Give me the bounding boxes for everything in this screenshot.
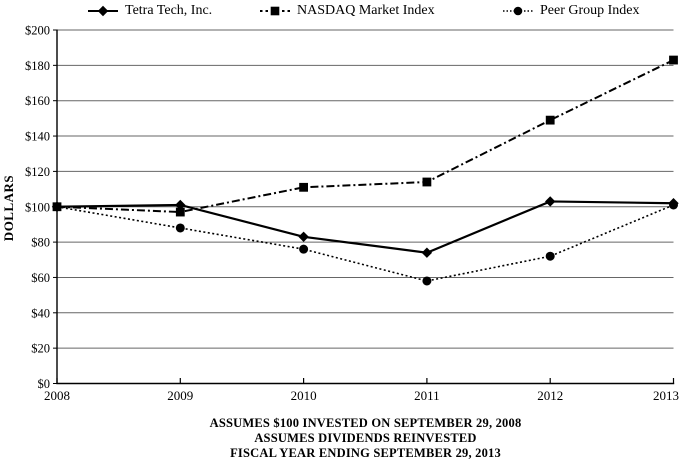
data-point-nasdaq-market-index-2010: [299, 182, 308, 192]
y-axis-title: DOLLARS: [1, 174, 16, 242]
data-point-nasdaq-market-index-2008: [52, 202, 62, 212]
data-point-tetra-tech-inc-2011: [421, 247, 433, 258]
y-tick-label-100: $100: [25, 200, 50, 214]
dash-dot-line-square-marker-icon: [260, 6, 290, 16]
data-point-nasdaq-market-index-2012: [545, 115, 555, 125]
footnote-line-1: ASSUMES $100 INVESTED ON SEPTEMBER 29, 2…: [209, 416, 522, 430]
y-tick-label-180: $180: [25, 59, 50, 73]
data-point-tetra-tech-inc-2009: [175, 199, 186, 211]
data-point-peer-group-index-2011: [422, 276, 432, 286]
y-tick-label-80: $80: [31, 236, 50, 250]
data-point-peer-group-index-2009: [175, 223, 185, 233]
data-point-nasdaq-market-index-2009: [175, 207, 185, 217]
y-tick-label-120: $120: [25, 165, 50, 179]
x-tick-label-2012: 2012: [537, 388, 563, 403]
data-point-nasdaq-market-index-2011: [422, 177, 432, 187]
chart-legend: Tetra Tech, Inc. NASDAQ Market Index Pee…: [0, 0, 681, 22]
footnote-line-2: ASSUMES DIVIDENDS REINVESTED: [254, 431, 477, 445]
y-tick-label-200: $200: [25, 24, 50, 38]
y-tick-label-20: $20: [31, 342, 50, 356]
x-tick-label-2010: 2010: [291, 388, 317, 403]
x-tick-label-2009: 2009: [167, 388, 193, 403]
data-point-tetra-tech-inc-2010: [298, 231, 309, 242]
y-tick-label-160: $160: [25, 94, 50, 108]
solid-line-diamond-marker-icon: [88, 5, 118, 17]
y-tick-label-60: $60: [31, 271, 50, 285]
footnote-line-3: FISCAL YEAR ENDING SEPTEMBER 29, 2013: [230, 446, 501, 460]
legend-label-tetra-tech: Tetra Tech, Inc.: [125, 3, 213, 18]
data-point-peer-group-index-2012: [545, 251, 555, 261]
legend-item-nasdaq: NASDAQ Market Index: [260, 3, 435, 19]
dotted-line-circle-marker-icon: [503, 6, 533, 16]
y-tick-label-40: $40: [31, 306, 50, 320]
x-tick-label-2011: 2011: [414, 388, 440, 403]
y-tick-label-140: $140: [25, 130, 50, 144]
chart-footnotes: ASSUMES $100 INVESTED ON SEPTEMBER 29, 2…: [57, 416, 674, 461]
series-line-tetra-tech-inc: [56, 200, 674, 254]
data-point-tetra-tech-inc-2012: [545, 196, 556, 207]
series-line-nasdaq-market-index: [56, 59, 674, 214]
x-tick-label-2013: 2013: [653, 388, 679, 403]
x-tick-label-2008: 2008: [44, 388, 70, 403]
legend-label-peer-group: Peer Group Index: [540, 3, 640, 18]
data-point-nasdaq-market-index-2013: [669, 55, 678, 65]
legend-item-peer-group: Peer Group Index: [503, 3, 640, 19]
y-tick-label-0: $0: [38, 377, 51, 391]
legend-label-nasdaq: NASDAQ Market Index: [297, 3, 435, 18]
series-line-peer-group-index: [56, 204, 674, 282]
data-point-peer-group-index-2010: [299, 244, 309, 254]
legend-item-tetra-tech: Tetra Tech, Inc.: [88, 3, 212, 19]
data-point-tetra-tech-inc-2013: [668, 198, 679, 209]
